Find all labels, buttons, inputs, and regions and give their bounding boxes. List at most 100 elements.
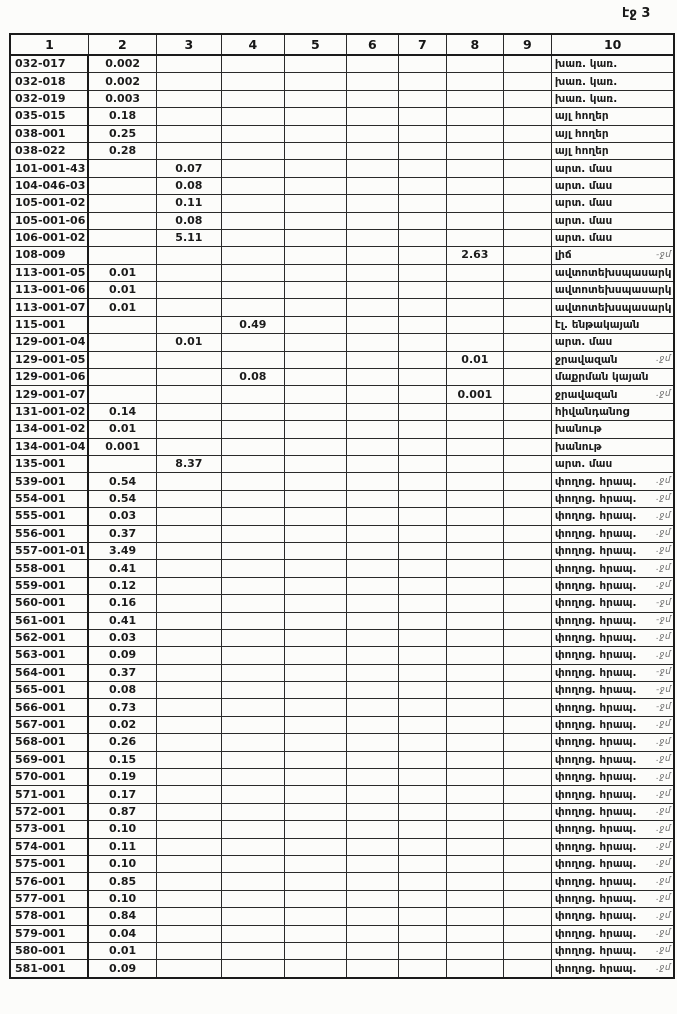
margin-annotation: .ջմ [656, 875, 672, 886]
table-cell [445, 159, 504, 178]
table-cell [445, 333, 504, 352]
table-cell [502, 402, 552, 422]
table-cell [283, 698, 347, 717]
table-cell [87, 368, 157, 387]
table-cell [87, 246, 157, 265]
table-cell [155, 89, 222, 109]
table-row: 554-001 0.54 փողոց. հրապ. [9, 489, 675, 509]
table-cell [220, 472, 285, 491]
margin-annotation: .ջմ [656, 719, 672, 730]
table-cell [502, 298, 552, 317]
table-row: 105-001-06 0.08 արտ. մաս [9, 211, 675, 230]
table-row: 579-001 0.04 փողոց. հրապ. [9, 924, 675, 943]
table-cell: 106-001-02 [9, 228, 90, 248]
table-cell [283, 263, 347, 283]
table-cell [397, 733, 447, 752]
table-cell [502, 594, 552, 613]
table-cell: 131-001-02 [9, 402, 90, 422]
table-row: 129-001-05 0.01 ջրավազան [9, 350, 675, 370]
table-row: 557-001-01 3.49 փողոց. հրապ. [9, 541, 675, 561]
table-cell [445, 176, 504, 196]
table-cell [445, 750, 504, 770]
table-cell [502, 89, 552, 109]
table-cell: փողոց. հրապ. [550, 715, 675, 735]
table-row: 113-001-06 0.01 ավտոտեխսպասարկ [9, 281, 675, 300]
table-cell [155, 576, 222, 596]
margin-annotation: .ջմ [656, 649, 672, 660]
table-cell [502, 576, 552, 596]
table-cell [502, 907, 552, 926]
table-cell [397, 594, 447, 613]
table-cell: հիվանդանոց [550, 402, 675, 422]
table-cell: 032-019 [9, 89, 90, 109]
table-cell [283, 454, 347, 474]
table-row: 572-001 0.87 փողոց. հրապ. [9, 802, 675, 822]
table-cell: 573-001 [9, 820, 90, 839]
table-row: 570-001 0.19 փողոց. հրապ. [9, 768, 675, 787]
table-cell [445, 507, 504, 526]
margin-annotation: .ջմ [656, 562, 672, 573]
table-cell [397, 402, 447, 422]
table-cell [502, 698, 552, 717]
table-cell: 0.19 [87, 768, 157, 787]
table-cell [283, 820, 347, 839]
table-cell: 113-001-05 [9, 263, 90, 283]
table-cell [345, 524, 399, 543]
margin-annotation: -ջմ [656, 667, 672, 678]
table-cell: 115-001 [9, 315, 90, 335]
table-cell: փողոց. հրապ. [550, 489, 675, 509]
table-row: 581-001 0.09 փողոց. հրապ. [9, 959, 675, 979]
table-row: 569-001 0.15 փողոց. հրապ. [9, 750, 675, 770]
table-row: 038-022 0.28 այլ հողեր [9, 141, 675, 161]
table-cell: 134-001-04 [9, 437, 90, 456]
table-cell [502, 646, 552, 665]
table-cell [220, 524, 285, 543]
table-cell: 556-001 [9, 524, 90, 543]
table-cell [445, 315, 504, 335]
table-cell [397, 837, 447, 856]
table-cell: 0.85 [87, 872, 157, 891]
table-cell: մաքրման կայան [550, 368, 675, 387]
table-row: 568-001 0.26 փողոց. հրապ. [9, 733, 675, 752]
table-cell [283, 368, 347, 387]
table-cell [283, 733, 347, 752]
table-cell [502, 194, 552, 213]
table-cell: 563-001 [9, 646, 90, 665]
table-cell [155, 733, 222, 752]
margin-annotation: .ջմ [656, 754, 672, 765]
table-cell [445, 194, 504, 213]
table-cell: 0.54 [87, 472, 157, 491]
table-cell [155, 837, 222, 856]
table-cell [220, 611, 285, 630]
table-row: 106-001-02 5.11 արտ. մաս [9, 228, 675, 248]
table-cell: 0.49 [220, 315, 285, 335]
table-cell: 554-001 [9, 489, 90, 509]
table-row: 129-001-07 0.001 ջրավազան [9, 385, 675, 404]
table-cell [397, 315, 447, 335]
table-cell [445, 628, 504, 648]
table-cell: խառ. կառ. [550, 54, 675, 74]
table-cell [155, 941, 222, 961]
table-cell: 0.003 [87, 89, 157, 109]
table-cell [445, 72, 504, 91]
table-cell [345, 559, 399, 578]
table-cell: փողոց. հրապ. [550, 941, 675, 961]
table-cell [445, 124, 504, 143]
table-cell: փողոց. հրապ. [550, 785, 675, 804]
table-cell [445, 820, 504, 839]
table-cell [155, 437, 222, 456]
table-cell [220, 663, 285, 683]
table-cell [502, 263, 552, 283]
table-cell [155, 628, 222, 648]
table-cell [445, 437, 504, 456]
table-cell: 559-001 [9, 576, 90, 596]
table-cell [345, 89, 399, 109]
table-row: 129-001-04 0.01 արտ. մաս [9, 333, 675, 352]
table-cell [155, 298, 222, 317]
table-cell: ավտոտեխսպասարկ [550, 263, 675, 283]
table-row: 558-001 0.41 փողոց. հրապ. [9, 559, 675, 578]
table-cell [345, 402, 399, 422]
table-cell [397, 385, 447, 404]
table-cell [502, 228, 552, 248]
table-cell: արտ. մաս [550, 228, 675, 248]
